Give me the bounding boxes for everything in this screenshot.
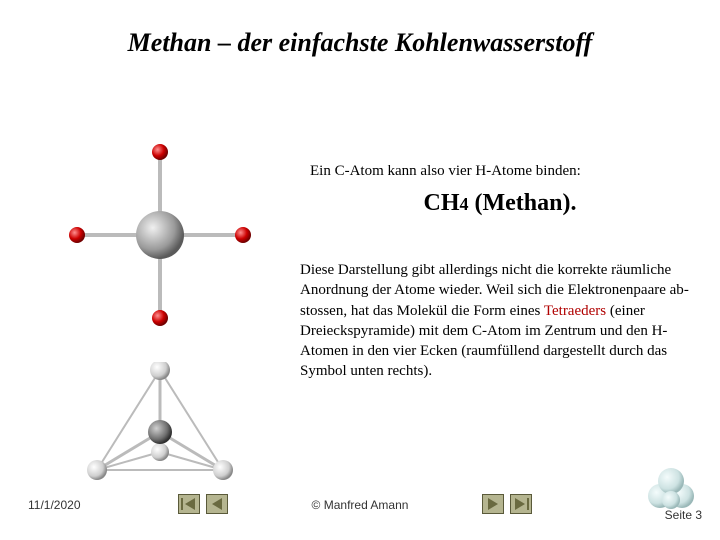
body-text: Diese Darstellung gibt allerdings nicht … [300,260,700,382]
nav-last-button[interactable] [510,494,532,514]
footer-copyright: © Manfred Amann [0,498,720,512]
footer-page-number: Seite 3 [665,508,702,522]
nav-next-button[interactable] [482,494,504,514]
intro-line: Ein C-Atom kann also vier H-Atome binden… [310,163,690,180]
nav-prev-button[interactable] [206,494,228,514]
tetraeder-word: Tetraeders [544,303,606,319]
diagram-tetrahedron [85,362,235,492]
nav-first-button[interactable] [178,494,200,514]
formula: CH4 (Methan). [310,190,690,217]
diagram-flat-molecule [55,130,265,340]
slide-title: Methan – der einfachste Kohlenwasserstof… [0,28,720,58]
